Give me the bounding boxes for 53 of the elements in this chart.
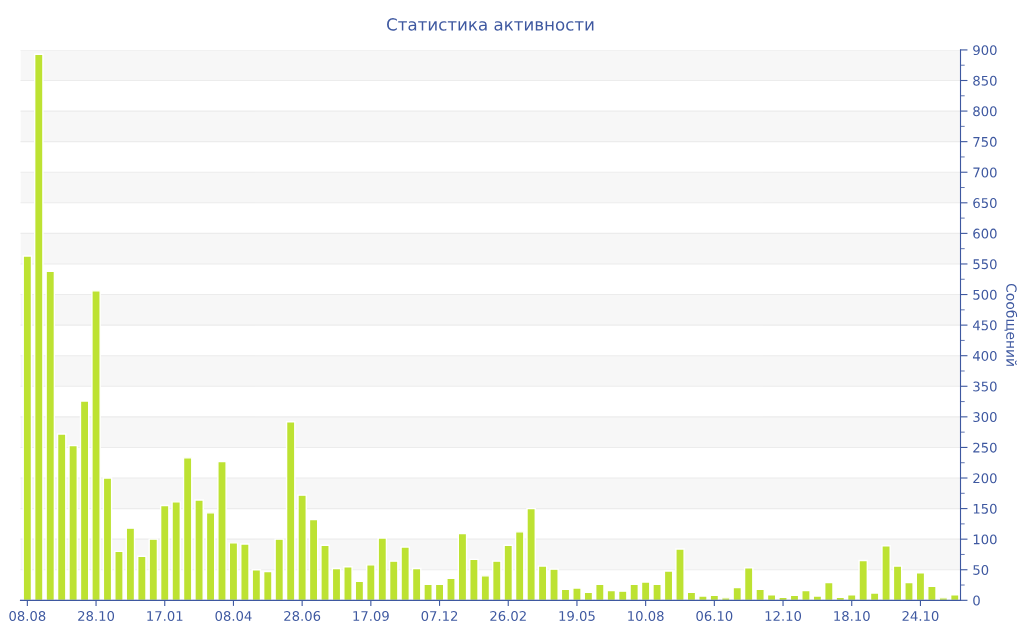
- y-tick-label: 700: [973, 167, 997, 178]
- y-tick-label: 600: [973, 228, 997, 239]
- bar: [640, 581, 651, 601]
- bar: [423, 583, 433, 601]
- y-tick-label: 750: [973, 136, 997, 147]
- bar: [927, 585, 937, 601]
- bar: [446, 577, 456, 601]
- y-tick-label: 450: [972, 320, 997, 331]
- y-tick-label: 100: [973, 534, 997, 545]
- x-tick-label: 12.10: [765, 610, 802, 621]
- bar: [652, 583, 662, 601]
- y-tick-label: 800: [973, 106, 997, 117]
- y-tick-label: 650: [973, 198, 997, 209]
- y-tick-label: 400: [972, 350, 997, 361]
- x-tick-label: 08.08: [9, 610, 46, 621]
- bar: [698, 595, 708, 601]
- y-tick-label: 850: [973, 75, 997, 86]
- x-tick-label: 08.04: [215, 610, 252, 621]
- x-tick-label: 19.05: [559, 610, 595, 621]
- bar: [938, 597, 949, 601]
- bar: [812, 595, 823, 601]
- x-tick-label: 10.08: [628, 610, 664, 621]
- x-tick-label: 28.10: [78, 610, 115, 621]
- bar: [766, 594, 777, 601]
- y-tick-label: 200: [973, 473, 997, 484]
- x-tick-label: 06.10: [696, 610, 733, 621]
- y-axis-title: Сообщений: [1004, 283, 1018, 366]
- y-tick-label: 0: [973, 595, 980, 606]
- bar: [434, 583, 445, 601]
- y-tick-label: 250: [973, 442, 997, 453]
- x-tick-label: 17.09: [353, 610, 389, 621]
- bar: [869, 592, 880, 601]
- x-tick-label: 26.02: [490, 610, 526, 621]
- y-tick-label: 350: [973, 381, 997, 392]
- y-tick-label: 500: [973, 289, 997, 300]
- bar: [572, 587, 582, 601]
- x-tick-label: 17.01: [147, 610, 183, 621]
- bar: [915, 572, 926, 601]
- y-tick-label: 150: [973, 503, 997, 514]
- y-tick-label: 550: [973, 259, 997, 270]
- x-tick-label: 07.12: [421, 610, 458, 621]
- bar: [480, 575, 491, 601]
- x-tick-label: 18.10: [834, 610, 870, 621]
- y-tick-label: 50: [973, 564, 989, 575]
- bar: [904, 581, 914, 601]
- bar: [949, 594, 960, 601]
- x-tick-label: 28.06: [284, 610, 321, 621]
- bar: [354, 580, 365, 601]
- chart-title: Статистика активности: [387, 18, 594, 31]
- y-tick-label: 900: [973, 45, 997, 56]
- x-tick-label: 24.10: [902, 610, 939, 621]
- bar: [801, 589, 811, 601]
- y-tick-label: 300: [973, 412, 997, 423]
